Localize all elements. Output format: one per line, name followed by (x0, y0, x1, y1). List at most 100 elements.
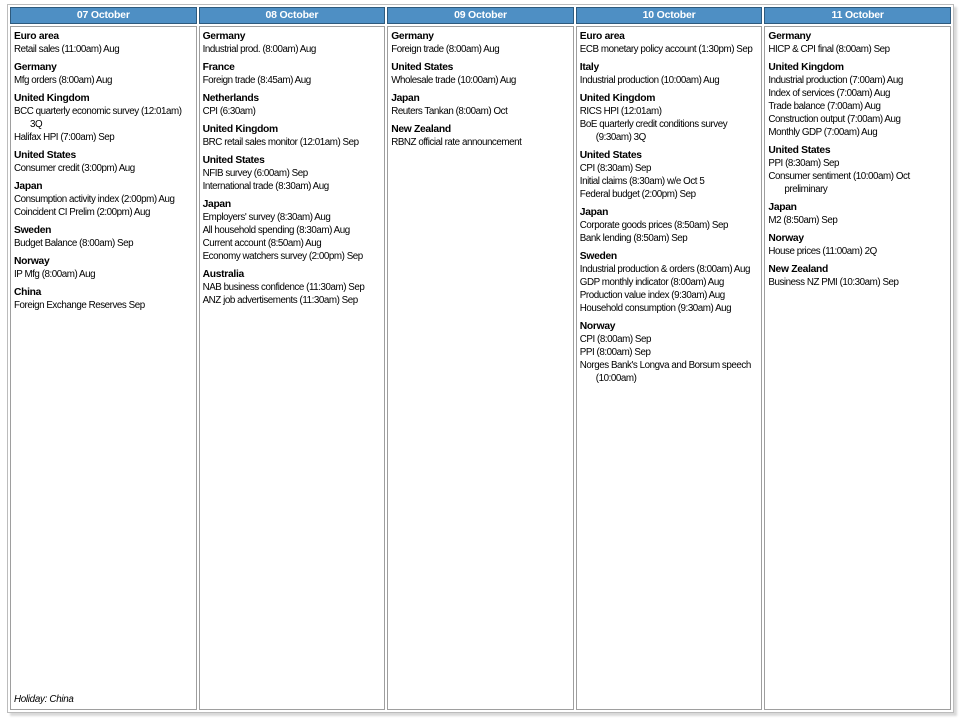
column-body: Euro area Retail sales (11:00am) Aug Ger… (10, 26, 197, 710)
event-item: BoE quarterly credit conditions survey (… (579, 119, 728, 143)
country-group: New Zealand Business NZ PMI (10:30am) Se… (768, 258, 949, 289)
event-item: IP Mfg (8:00am) Aug (14, 269, 96, 280)
country-heading: Germany (768, 31, 811, 42)
event-group: Consumer credit (3:00pm) Aug (14, 162, 195, 175)
calendar-column: 09 October Germany Foreign trade (8:00am… (387, 7, 574, 710)
event-group: NFIB survey (6:00am) Sep International tr… (203, 167, 384, 193)
country-group: Japan Corporate goods prices (8:50am) Se… (580, 201, 761, 245)
country-heading: New Zealand (391, 124, 451, 135)
event-item: Current account (8:50am) Aug (202, 238, 322, 249)
country-heading: Netherlands (202, 93, 260, 104)
event-item: Household consumption (9:30am) Aug (579, 303, 732, 314)
event-item: RICS HPI (12:01am) (579, 106, 662, 117)
event-item: PPI (8:30am) Sep (768, 158, 840, 169)
column-body: Euro area ECB monetary policy account (1… (575, 26, 763, 710)
event-item: Wholesale trade (10:00am) Aug (391, 75, 516, 86)
event-group: Foreign trade (8:45am) Aug (203, 74, 384, 87)
event-item: CPI (6:30am) (202, 106, 256, 117)
country-group: United States Consumer credit (3:00pm) A… (14, 144, 195, 175)
event-item: Bank lending (8:50am) Sep (579, 233, 688, 244)
column-header-date: 09 October (387, 7, 574, 24)
country-group: Germany HICP & CPI final (8:00am) Sep (768, 29, 949, 56)
column-body: Germany Foreign trade (8:00am) Aug Unite… (387, 26, 574, 710)
country-group: Euro area ECB monetary policy account (1… (580, 29, 761, 56)
event-item: PPI (8:00am) Sep (579, 347, 651, 358)
country-heading: United Kingdom (768, 62, 844, 73)
country-heading: United Kingdom (579, 93, 656, 104)
event-group: Industrial production & orders (8:00am) … (580, 263, 761, 315)
event-item: HICP & CPI final (8:00am) Sep (768, 44, 890, 55)
country-group: United States CPI (8:30am) Sep Initial cl… (580, 144, 761, 201)
country-heading: Germany (14, 62, 57, 73)
event-item: BRC retail sales monitor (12:01am) Sep (202, 137, 360, 148)
country-group: Australia NAB business confidence (11:30… (203, 263, 384, 307)
country-group: France Foreign trade (8:45am) Aug (203, 56, 384, 87)
event-item: Trade balance (7:00am) Aug (768, 101, 881, 112)
event-group: IP Mfg (8:00am) Aug (14, 268, 195, 281)
event-item: ECB monetary policy account (1:30pm) Sep (579, 44, 753, 55)
country-heading: Japan (768, 202, 797, 213)
column-body: Germany HICP & CPI final (8:00am) Sep Un… (764, 26, 951, 710)
event-group: M2 (8:50am) Sep (768, 214, 949, 227)
country-heading: France (202, 62, 235, 73)
calendar-column: 07 October Euro area Retail sales (11:00… (10, 7, 197, 710)
event-item: NFIB survey (6:00am) Sep (202, 168, 309, 179)
event-group: CPI (8:30am) Sep Initial claims (8:30am) … (580, 162, 761, 201)
event-item: Corporate goods prices (8:50am) Sep (579, 220, 729, 231)
event-group: Retail sales (11:00am) Aug (14, 43, 195, 56)
column-header-date: 10 October (575, 7, 763, 24)
event-item: Coincident CI Prelim (2:00pm) Aug (14, 207, 150, 218)
event-item: Initial claims (8:30am) w/e Oct 5 (579, 176, 705, 187)
event-item: Consumer sentiment (10:00am) Oct prelimi… (768, 171, 910, 195)
event-group: BRC retail sales monitor (12:01am) Sep (203, 136, 384, 149)
event-group: CPI (8:00am) Sep PPI (8:00am) Sep Norges B… (580, 333, 761, 385)
event-item: Industrial production & orders (8:00am) … (579, 264, 751, 275)
event-item: Production value index (9:30am) Aug (579, 290, 725, 301)
country-heading: Japan (14, 181, 43, 192)
column-header-date: 08 October (198, 7, 386, 24)
event-group: Employers' survey (8:30am) Aug All househ… (203, 211, 384, 263)
event-item: BCC quarterly economic survey (12:01am) … (14, 106, 182, 130)
country-heading: United Kingdom (202, 124, 279, 135)
event-item: GDP monthly indicator (8:00am) Aug (579, 277, 725, 288)
country-group: United States Wholesale trade (10:00am) … (391, 56, 572, 87)
column-header-date: 11 October (764, 7, 951, 24)
event-item: Monthly GDP (7:00am) Aug (768, 127, 878, 138)
country-group: Euro area Retail sales (11:00am) Aug (14, 29, 195, 56)
country-group: Japan Reuters Tankan (8:00am) Oct (391, 87, 572, 118)
event-group: HICP & CPI final (8:00am) Sep (768, 43, 949, 56)
country-group: Germany Industrial prod. (8:00am) Aug (203, 29, 384, 56)
event-group: Reuters Tankan (8:00am) Oct (391, 105, 572, 118)
event-item: Economy watchers survey (2:00pm) Sep (202, 251, 364, 262)
event-item: Foreign trade (8:45am) Aug (202, 75, 312, 86)
country-heading: United States (391, 62, 454, 73)
country-group: Italy Industrial production (10:00am) Au… (580, 56, 761, 87)
event-item: Federal budget (2:00pm) Sep (579, 189, 696, 200)
event-group: House prices (11:00am) 2Q (768, 245, 949, 258)
event-group: NAB business confidence (11:30am) Sep ANZ… (203, 281, 384, 307)
event-group: ECB monetary policy account (1:30pm) Sep (580, 43, 761, 56)
country-heading: Norway (14, 256, 50, 267)
country-group: United States PPI (8:30am) Sep Consumer s… (768, 139, 949, 196)
holiday-note: Holiday: China (14, 694, 74, 705)
country-group: Japan Employers' survey (8:30am) Aug All … (203, 193, 384, 263)
country-group: Norway House prices (11:00am) 2Q (768, 227, 949, 258)
event-item: RBNZ official rate announcement (391, 137, 522, 148)
event-item: Halifax HPI (7:00am) Sep (14, 132, 115, 143)
event-item: Consumer credit (3:00pm) Aug (14, 163, 135, 174)
country-heading: United Kingdom (14, 93, 90, 104)
column-body: Germany Industrial prod. (8:00am) Aug Fr… (198, 26, 386, 710)
country-heading: United States (14, 150, 76, 161)
event-item: Business NZ PMI (10:30am) Sep (768, 277, 899, 288)
event-item: ANZ job advertisements (11:30am) Sep (202, 295, 359, 306)
country-group: China Foreign Exchange Reserves Sep (14, 281, 195, 312)
event-group: Foreign Exchange Reserves Sep (14, 299, 195, 312)
event-item: International trade (8:30am) Aug (202, 181, 330, 192)
country-group: Germany Foreign trade (8:00am) Aug (391, 29, 572, 56)
event-item: Industrial prod. (8:00am) Aug (202, 44, 317, 55)
economic-calendar-table: 07 October Euro area Retail sales (11:00… (7, 4, 954, 713)
event-item: Employers' survey (8:30am) Aug (202, 212, 331, 223)
country-group: United Kingdom BCC quarterly economic su… (14, 87, 195, 144)
country-heading: Germany (202, 31, 246, 42)
event-item: Industrial production (10:00am) Aug (579, 75, 720, 86)
